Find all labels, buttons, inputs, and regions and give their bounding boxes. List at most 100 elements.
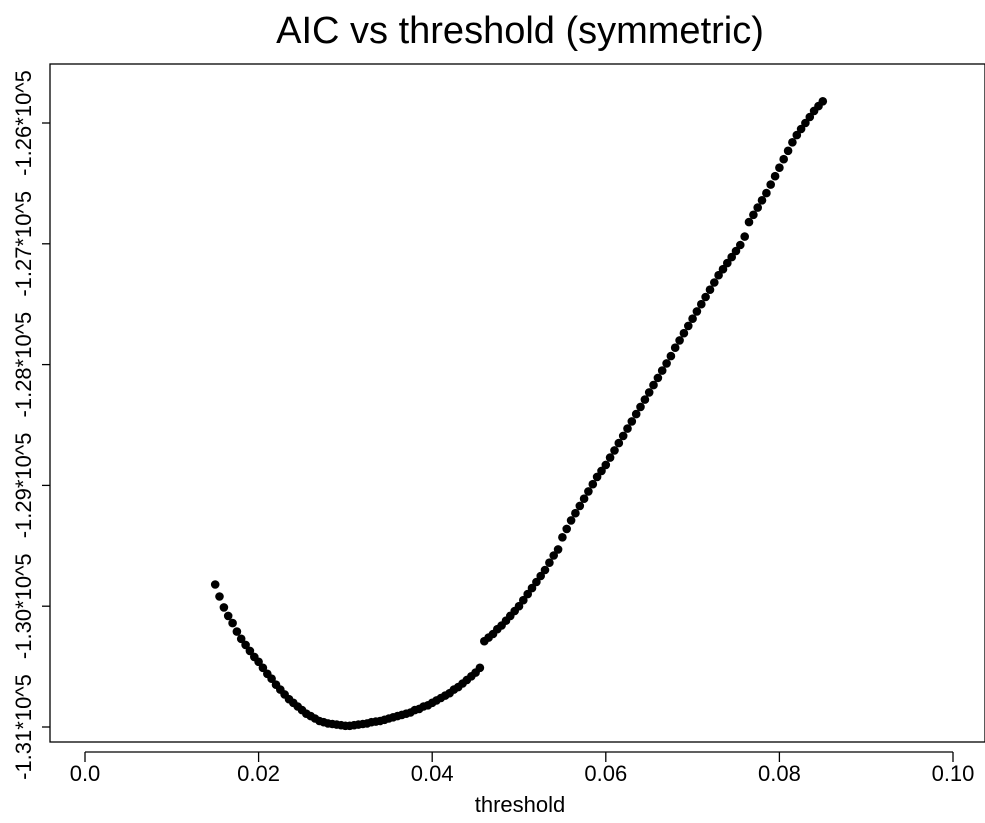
data-point <box>566 516 576 525</box>
y-tick-label: -1.28*10^5 <box>11 312 36 418</box>
x-tick-label: 0.0 <box>70 761 101 786</box>
y-tick-label: -1.31*10^5 <box>11 674 36 780</box>
data-point <box>540 565 550 575</box>
data-point <box>210 580 220 589</box>
data-point <box>744 217 754 227</box>
x-tick-label: 0.06 <box>584 761 627 786</box>
data-point <box>527 583 537 593</box>
data-point <box>610 446 619 455</box>
data-point <box>640 395 650 404</box>
data-point <box>710 278 719 287</box>
data-point <box>779 154 788 164</box>
data-point <box>536 571 545 581</box>
data-point <box>219 603 229 612</box>
data-point <box>731 246 741 256</box>
data-point <box>267 674 276 683</box>
data-point <box>684 321 693 331</box>
data-point <box>575 501 585 511</box>
data-point <box>258 663 268 673</box>
data-point <box>597 466 606 476</box>
data-point <box>558 533 567 542</box>
data-point <box>692 307 702 316</box>
data-point <box>228 618 237 628</box>
data-point <box>618 431 628 441</box>
data-point <box>805 112 815 122</box>
data-point <box>662 359 671 368</box>
data-point <box>770 171 780 181</box>
y-axis: -1.31*10^5 -1.30*10^5 -1.29*10^5 -1.28*10^5… <box>11 70 50 780</box>
data-point <box>757 196 767 205</box>
data-point <box>223 611 233 621</box>
data-point <box>644 388 654 397</box>
data-point <box>514 601 524 611</box>
data-point <box>623 424 632 433</box>
data-point <box>801 118 810 128</box>
data-point <box>605 453 615 462</box>
data-point <box>588 479 598 489</box>
data-point <box>749 210 758 220</box>
data-point <box>579 494 589 504</box>
data-point <box>753 203 762 212</box>
data-point <box>562 524 571 534</box>
data-point <box>553 545 563 554</box>
data-point <box>788 138 797 147</box>
data-point <box>614 438 624 448</box>
data-point <box>766 180 775 189</box>
y-tick-label: -1.26*10^5 <box>11 70 36 176</box>
data-point <box>697 299 706 309</box>
data-point <box>670 343 680 353</box>
data-point <box>657 366 667 375</box>
data-point <box>254 657 263 667</box>
data-point <box>818 97 828 106</box>
data-point <box>627 417 637 426</box>
data-point <box>701 292 710 302</box>
data-point <box>636 402 645 412</box>
data-point <box>236 634 246 644</box>
data-point <box>740 232 749 241</box>
data-point <box>584 487 593 496</box>
x-tick-label: 0.02 <box>237 761 280 786</box>
data-point <box>475 663 485 673</box>
data-point <box>653 373 663 383</box>
y-tick-label: -1.27*10^5 <box>11 191 36 297</box>
data-point <box>792 130 802 140</box>
x-axis: 0.0 0.02 0.04 0.06 0.08 0.10 <box>70 751 975 786</box>
data-point <box>631 409 641 419</box>
y-tick-label: -1.29*10^5 <box>11 433 36 539</box>
data-point <box>571 508 580 518</box>
data-point <box>718 264 728 274</box>
y-tick-label: -1.30*10^5 <box>11 553 36 659</box>
data-point <box>705 285 715 295</box>
data-point <box>545 558 554 567</box>
x-axis-label: threshold <box>475 792 566 817</box>
data-point <box>666 351 676 361</box>
data-point <box>232 627 242 636</box>
data-points <box>210 97 828 731</box>
data-point <box>215 592 224 601</box>
data-point <box>241 640 250 650</box>
data-point <box>714 270 723 280</box>
data-point <box>523 589 532 599</box>
data-point <box>601 460 611 470</box>
x-tick-label: 0.04 <box>411 761 454 786</box>
data-point <box>796 124 806 134</box>
data-point <box>519 595 528 605</box>
data-point <box>649 380 658 390</box>
data-point <box>245 646 255 656</box>
data-point <box>723 258 732 268</box>
data-point <box>688 314 697 324</box>
data-point <box>727 252 736 262</box>
data-point <box>679 328 689 338</box>
chart-title: AIC vs threshold (symmetric) <box>276 10 764 52</box>
data-point <box>549 551 558 560</box>
data-point <box>775 163 784 172</box>
x-tick-label: 0.10 <box>932 761 975 786</box>
plot-frame <box>49 63 985 743</box>
data-point <box>592 472 602 482</box>
data-point <box>783 146 793 156</box>
data-point <box>675 336 684 345</box>
data-point <box>532 577 541 587</box>
data-point <box>762 188 771 198</box>
data-point <box>736 240 745 250</box>
